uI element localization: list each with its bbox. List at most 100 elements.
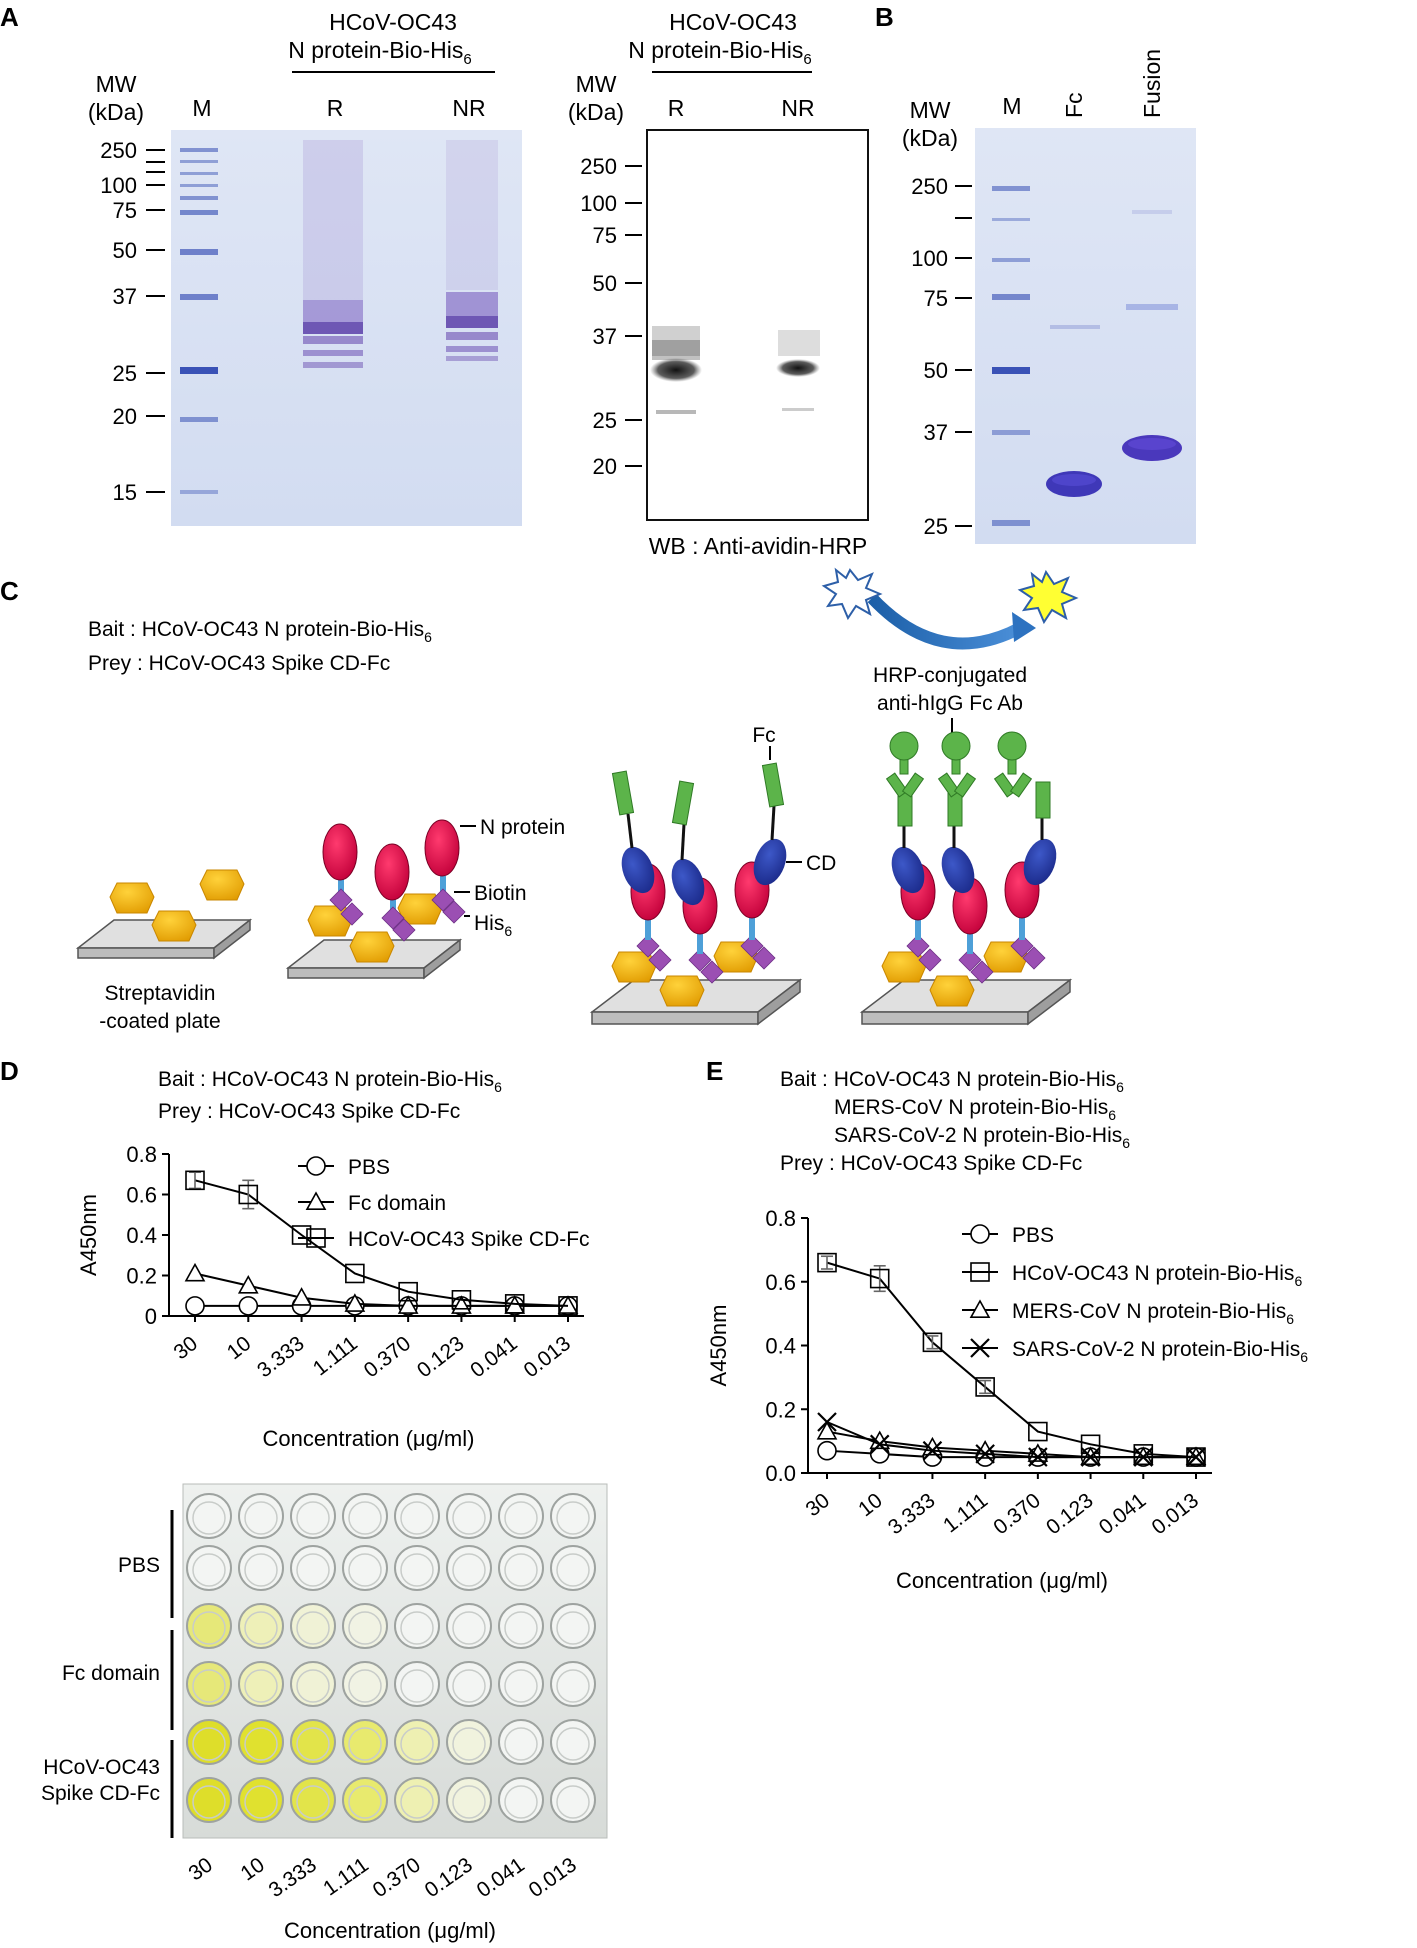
y-tick-label: 0.4: [126, 1223, 157, 1248]
plate-well-rim: [192, 1553, 226, 1587]
point-x: [1080, 1447, 1101, 1467]
gel1-lane-nr: NR: [452, 95, 485, 121]
point-square: [970, 1262, 990, 1282]
plate-well-rim: [296, 1669, 330, 1703]
point-square: [817, 1252, 837, 1273]
plate-well-rim: [556, 1669, 590, 1703]
gelb-mw-markers: 250 100 75 50 37 25: [911, 174, 972, 539]
c-his-label: His6: [474, 912, 512, 939]
gelb-lane-fc-bands: [1046, 325, 1102, 497]
point-circle: [306, 1156, 326, 1176]
mw-marker-label: 20: [593, 454, 617, 479]
plate-well: [238, 1493, 284, 1539]
mw-marker-label: 37: [924, 420, 948, 445]
panel-d: Bait : HCoV-OC43 N protein-Bio-His6 Prey…: [41, 1068, 608, 1943]
legend-label: Fc domain: [348, 1192, 446, 1215]
legend-label: PBS: [1012, 1224, 1054, 1247]
mw-marker-label: 25: [593, 408, 617, 433]
blot-caption: WB : Anti-avidin-HRP: [649, 533, 868, 559]
gelb-lane-fusion-bands: [1122, 210, 1182, 461]
plate-well: [394, 1777, 440, 1823]
plate-well-rim: [348, 1727, 382, 1761]
plate-well-rim: [556, 1785, 590, 1819]
plate-well-rim: [348, 1669, 382, 1703]
blot-image: [646, 129, 869, 521]
c-hrp-label-1: HRP-conjugated: [873, 664, 1027, 687]
plate-well-rim: [452, 1727, 486, 1761]
plate-well: [238, 1661, 284, 1707]
d-plate-row-cdfc-2: Spike CD-Fc: [41, 1782, 160, 1805]
blot-kda-label: (kDa): [568, 99, 624, 125]
plate-well: [290, 1661, 336, 1707]
plate-well: [290, 1603, 336, 1649]
plate-well: [290, 1493, 336, 1539]
x-tick-label: 0.013: [1147, 1489, 1203, 1539]
plate-well-rim: [452, 1669, 486, 1703]
e-prey-label: Prey : HCoV-OC43 Spike CD-Fc: [780, 1152, 1082, 1175]
point-square: [922, 1332, 943, 1353]
blot-lane-r-signal: [650, 326, 702, 414]
c-stage-plate: Streptavidin -coated plate: [75, 869, 253, 1033]
plate-well-rim: [504, 1611, 538, 1645]
e-bait-line2: MERS-CoV N protein-Bio-His6: [834, 1096, 1116, 1123]
plate-x-tick-label: 0.041: [473, 1853, 529, 1902]
series-1: [817, 1252, 1206, 1467]
plate-well-rim: [192, 1727, 226, 1761]
point-x: [970, 1338, 990, 1358]
c-cd-label: CD: [806, 852, 836, 875]
plate-well: [238, 1777, 284, 1823]
y-axis-label: A450nm: [76, 1194, 101, 1276]
c-stage-bait: N protein Biotin His6: [285, 816, 565, 980]
y-axis-label: A450nm: [706, 1305, 731, 1387]
c-plate-label-1: Streptavidin: [105, 982, 216, 1005]
plate-well: [186, 1777, 232, 1823]
c-hrp-label-2: anti-hIgG Fc Ab: [877, 692, 1023, 715]
plate-well: [498, 1661, 544, 1707]
x-tick-label: 3.333: [253, 1332, 309, 1382]
x-axis-label: Concentration (μg/ml): [263, 1426, 475, 1451]
x-tick-label: 10: [223, 1332, 256, 1365]
c-signal-star-icon: [1017, 569, 1079, 625]
gelb-kda-label: (kDa): [902, 125, 958, 151]
plate-well: [550, 1719, 596, 1765]
plate-well-rim: [452, 1785, 486, 1819]
blot-lane-r: R: [668, 95, 685, 121]
legend-label: SARS-CoV-2 N protein-Bio-His6: [1012, 1338, 1308, 1365]
point-x: [922, 1440, 943, 1461]
x-tick-label: 0.123: [413, 1332, 469, 1382]
mw-marker-label: 50: [924, 358, 948, 383]
legend-label: MERS-CoV N protein-Bio-His6: [1012, 1300, 1294, 1327]
plate-well: [394, 1603, 440, 1649]
point-square: [869, 1268, 890, 1289]
point-circle: [817, 1440, 837, 1461]
y-tick-label: 0.6: [765, 1270, 796, 1295]
plate-well: [290, 1777, 336, 1823]
gel1-lane-r-bands: [303, 140, 363, 368]
point-square: [306, 1228, 326, 1248]
plate-x-tick-label: 10: [237, 1853, 269, 1885]
mw-marker-label: 50: [593, 271, 617, 296]
plate-x-tick-label: 1.111: [319, 1853, 373, 1900]
plate-well-rim: [556, 1611, 590, 1645]
mw-marker-label: 25: [113, 361, 137, 386]
panel-label-d: D: [0, 1056, 19, 1086]
point-circle: [970, 1224, 990, 1244]
point-x: [1133, 1447, 1154, 1467]
plate-well: [342, 1661, 388, 1707]
gelb-lane-m: M: [1002, 93, 1021, 119]
plate-well-rim: [244, 1669, 278, 1703]
c-plate-label-2: -coated plate: [99, 1010, 220, 1033]
mw-marker-label: 37: [113, 284, 137, 309]
plate-well-rim: [504, 1727, 538, 1761]
plate-well-rim: [244, 1727, 278, 1761]
plate-well: [394, 1719, 440, 1765]
plate-well-rim: [348, 1501, 382, 1535]
point-triangle: [237, 1274, 259, 1294]
c-bait-label: Bait : HCoV-OC43 N protein-Bio-His6: [88, 618, 432, 645]
gel1-mw-label: MW: [96, 71, 137, 97]
plate-well-rim: [400, 1669, 434, 1703]
point-x: [1028, 1447, 1048, 1467]
x-tick-label: 1.111: [309, 1332, 362, 1381]
point-square: [558, 1296, 578, 1316]
